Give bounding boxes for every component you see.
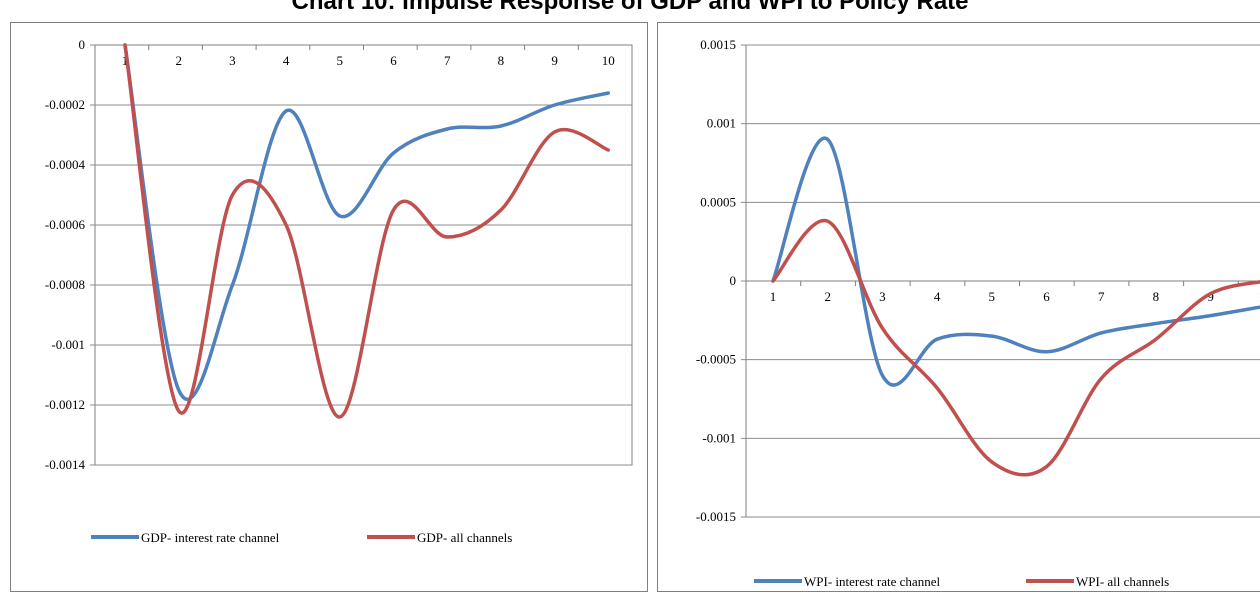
x-tick-label: 1	[770, 289, 777, 304]
wpi-impulse-response-chart: 0.0015 0.001 0.0005 0 -0.0005 -0.001 -0.0015 1 2…	[696, 37, 1260, 589]
y-tick-label: -0.0008	[45, 277, 85, 292]
x-tick-label: 10	[1259, 289, 1260, 304]
x-tick-label: 7	[444, 53, 451, 68]
y-tick-label: -0.001	[51, 337, 85, 352]
x-tick-label: 10	[602, 53, 615, 68]
x-tick-label: 4	[283, 53, 290, 68]
y-tick-label: -0.001	[702, 430, 736, 445]
y-tick-label: -0.0014	[45, 457, 86, 472]
series-line-interest-rate-channel	[771, 136, 1260, 387]
x-tick-label: 8	[498, 53, 505, 68]
y-tick-label: 0	[79, 37, 86, 52]
legend-label: GDP- all channels	[417, 530, 512, 545]
legend-label: WPI- all channels	[1076, 574, 1169, 589]
series-line-interest-rate-channel	[123, 43, 611, 401]
x-tick-label: 7	[1098, 289, 1105, 304]
series-line-all-channels	[123, 43, 611, 419]
wpi-chart-panel: 0.0015 0.001 0.0005 0 -0.0005 -0.001 -0.0015 1 2…	[657, 22, 1260, 592]
x-tick-label: 3	[879, 289, 886, 304]
y-tick-label: -0.0012	[45, 397, 85, 412]
x-tick-label: 4	[934, 289, 941, 304]
y-tick-label: -0.0002	[45, 97, 85, 112]
x-tick-label: 2	[824, 289, 831, 304]
y-tick-label: -0.0005	[696, 352, 736, 367]
x-tick-label: 3	[229, 53, 236, 68]
gdp-impulse-response-chart: 0 -0.0002 -0.0004 -0.0006 -0.0008 -0.001 -0.00…	[45, 37, 633, 545]
x-tick-label: 9	[1207, 289, 1214, 304]
page-title: Chart 10: Impulse Response of GDP and WP…	[291, 0, 969, 15]
x-tick-label: 5	[989, 289, 996, 304]
legend-label: WPI- interest rate channel	[804, 574, 940, 589]
y-tick-label: 0.0005	[700, 194, 736, 209]
x-tick-label: 6	[1043, 289, 1050, 304]
y-tick-label: -0.0004	[45, 157, 86, 172]
x-tick-label: 1	[122, 53, 129, 68]
y-tick-label: -0.0006	[45, 217, 86, 232]
series-line-all-channels	[771, 218, 1260, 477]
x-tick-label: 8	[1153, 289, 1160, 304]
y-tick-label: 0	[730, 273, 737, 288]
y-tick-label: 0.0015	[700, 37, 736, 52]
gdp-chart-panel: 0 -0.0002 -0.0004 -0.0006 -0.0008 -0.001 -0.00…	[10, 22, 648, 592]
x-tick-label: 5	[337, 53, 344, 68]
y-tick-label: 0.001	[707, 116, 736, 131]
x-tick-label: 2	[175, 53, 182, 68]
y-tick-label: -0.0015	[696, 509, 736, 524]
x-tick-label: 9	[551, 53, 558, 68]
legend-label: GDP- interest rate channel	[141, 530, 280, 545]
x-tick-label: 6	[390, 53, 397, 68]
